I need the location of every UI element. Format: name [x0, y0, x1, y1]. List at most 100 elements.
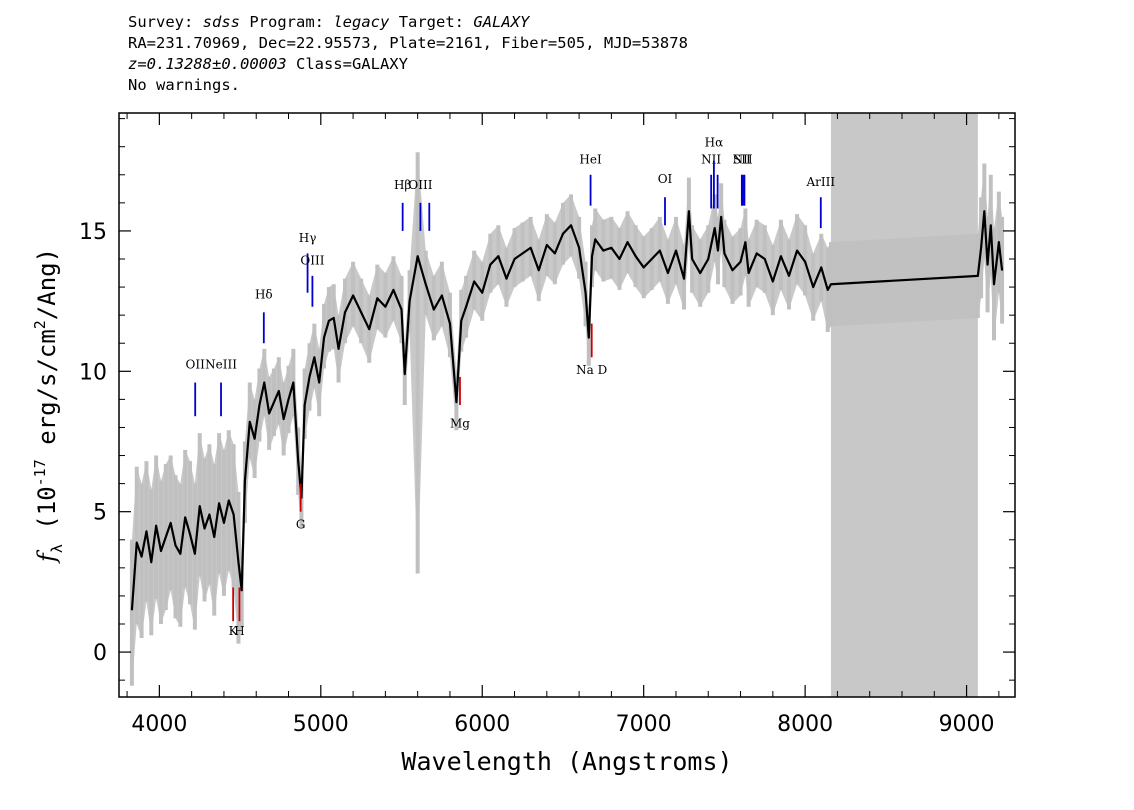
marker-label: OIII [300, 254, 324, 268]
masked-region [830, 113, 978, 697]
flux-point [441, 294, 443, 297]
flux-point [827, 289, 829, 291]
flux-point [170, 522, 172, 524]
flux-point [473, 280, 475, 283]
y-tick-label: 0 [93, 641, 107, 666]
flux-point [772, 280, 774, 283]
x-tick-label: 5000 [293, 712, 349, 737]
flux-point [683, 278, 685, 280]
flux-point [179, 553, 181, 555]
flux-point [796, 249, 798, 252]
flux-point [145, 530, 148, 532]
flux-point [249, 421, 251, 423]
flux-point [707, 258, 709, 260]
flux-point [465, 306, 467, 308]
flux-point [739, 261, 742, 263]
flux-point [400, 308, 403, 311]
flux-point [635, 255, 637, 257]
flux-point [254, 438, 256, 440]
marker-label: SII [733, 153, 751, 167]
flux-point [986, 264, 989, 266]
marker-label: K [229, 624, 239, 638]
flux-point [618, 258, 621, 260]
header-line-redshift: z=0.13288±0.00003 Class=GALAXY [128, 54, 688, 75]
flux-point [578, 247, 580, 249]
flux-point [570, 224, 572, 226]
flux-point [714, 227, 716, 229]
flux-point [804, 261, 806, 263]
class-value: Class=GALAXY [295, 55, 408, 73]
x-tick-label: 6000 [454, 712, 510, 737]
flux-point [460, 320, 462, 322]
flux-point [417, 255, 419, 257]
marker-label: H [234, 624, 244, 638]
flux-point [213, 536, 215, 538]
flux-point [233, 513, 235, 516]
marker-label: Hδ [255, 287, 273, 301]
flux-point [651, 258, 653, 260]
flux-point [425, 283, 427, 285]
flux-point [602, 249, 604, 252]
marker-label: Hα [705, 136, 724, 150]
program-value: legacy [333, 13, 390, 31]
flux-point [218, 502, 220, 504]
flux-series [130, 210, 1004, 611]
marker-label: OII [186, 358, 206, 372]
header-line-target: Survey: sdss Program: legacy Target: GAL… [128, 12, 688, 33]
flux-point [688, 210, 690, 212]
flux-point [194, 553, 196, 555]
flux-point [990, 224, 992, 226]
flux-point [720, 216, 722, 218]
flux-point [174, 544, 177, 546]
x-axis-label: Wavelength (Angstroms) [401, 747, 732, 776]
marker-label: G [296, 518, 306, 532]
flux-point [522, 252, 524, 254]
flux-point [228, 499, 230, 502]
flux-point [323, 337, 325, 339]
flux-point [610, 247, 612, 249]
flux-point [764, 258, 766, 260]
flux-point [160, 550, 162, 552]
flux-point [141, 556, 143, 558]
flux-point [830, 283, 832, 285]
flux-point [150, 561, 152, 563]
flux-point [584, 292, 587, 294]
flux-point [691, 258, 693, 260]
flux-point [731, 269, 734, 271]
flux-point [268, 412, 270, 415]
flux-point [376, 297, 378, 299]
flux-point [723, 252, 726, 254]
flux-point [591, 255, 593, 257]
flux-point [1001, 269, 1003, 271]
flux-point [241, 589, 243, 591]
flux-point [788, 275, 790, 277]
y-axis-label: fλ (10-17 erg/s/cm2/Ang) [31, 248, 66, 564]
flux-point [983, 210, 985, 212]
flux-point [244, 480, 246, 482]
flux-point [368, 328, 370, 330]
flux-point [530, 247, 532, 249]
flux-point [594, 238, 596, 240]
flux-point [626, 241, 629, 243]
marker-label: Hγ [299, 231, 317, 245]
flux-point [980, 247, 982, 249]
target-label: Target: [398, 13, 465, 31]
header-line-coordinates: RA=231.70969, Dec=22.95573, Plate=2161, … [128, 34, 688, 52]
flux-point [136, 541, 138, 544]
flux-point [489, 264, 491, 266]
spectrum-header: Survey: sdss Program: legacy Target: GAL… [128, 12, 688, 96]
marker-label: Na D [576, 363, 607, 377]
masked-band-rect [830, 113, 978, 697]
flux-point [998, 241, 1000, 243]
flux-point [352, 294, 354, 297]
flux-point [189, 533, 191, 535]
plot-frame [118, 112, 1016, 698]
flux-point [433, 308, 435, 311]
flux-point [199, 505, 201, 507]
survey-label: Survey: [128, 13, 194, 31]
flux-point [675, 249, 677, 252]
y-tick-label: 5 [93, 501, 107, 526]
program-label: Program: [249, 13, 324, 31]
flux-point [717, 249, 719, 252]
flux-point [155, 525, 157, 527]
